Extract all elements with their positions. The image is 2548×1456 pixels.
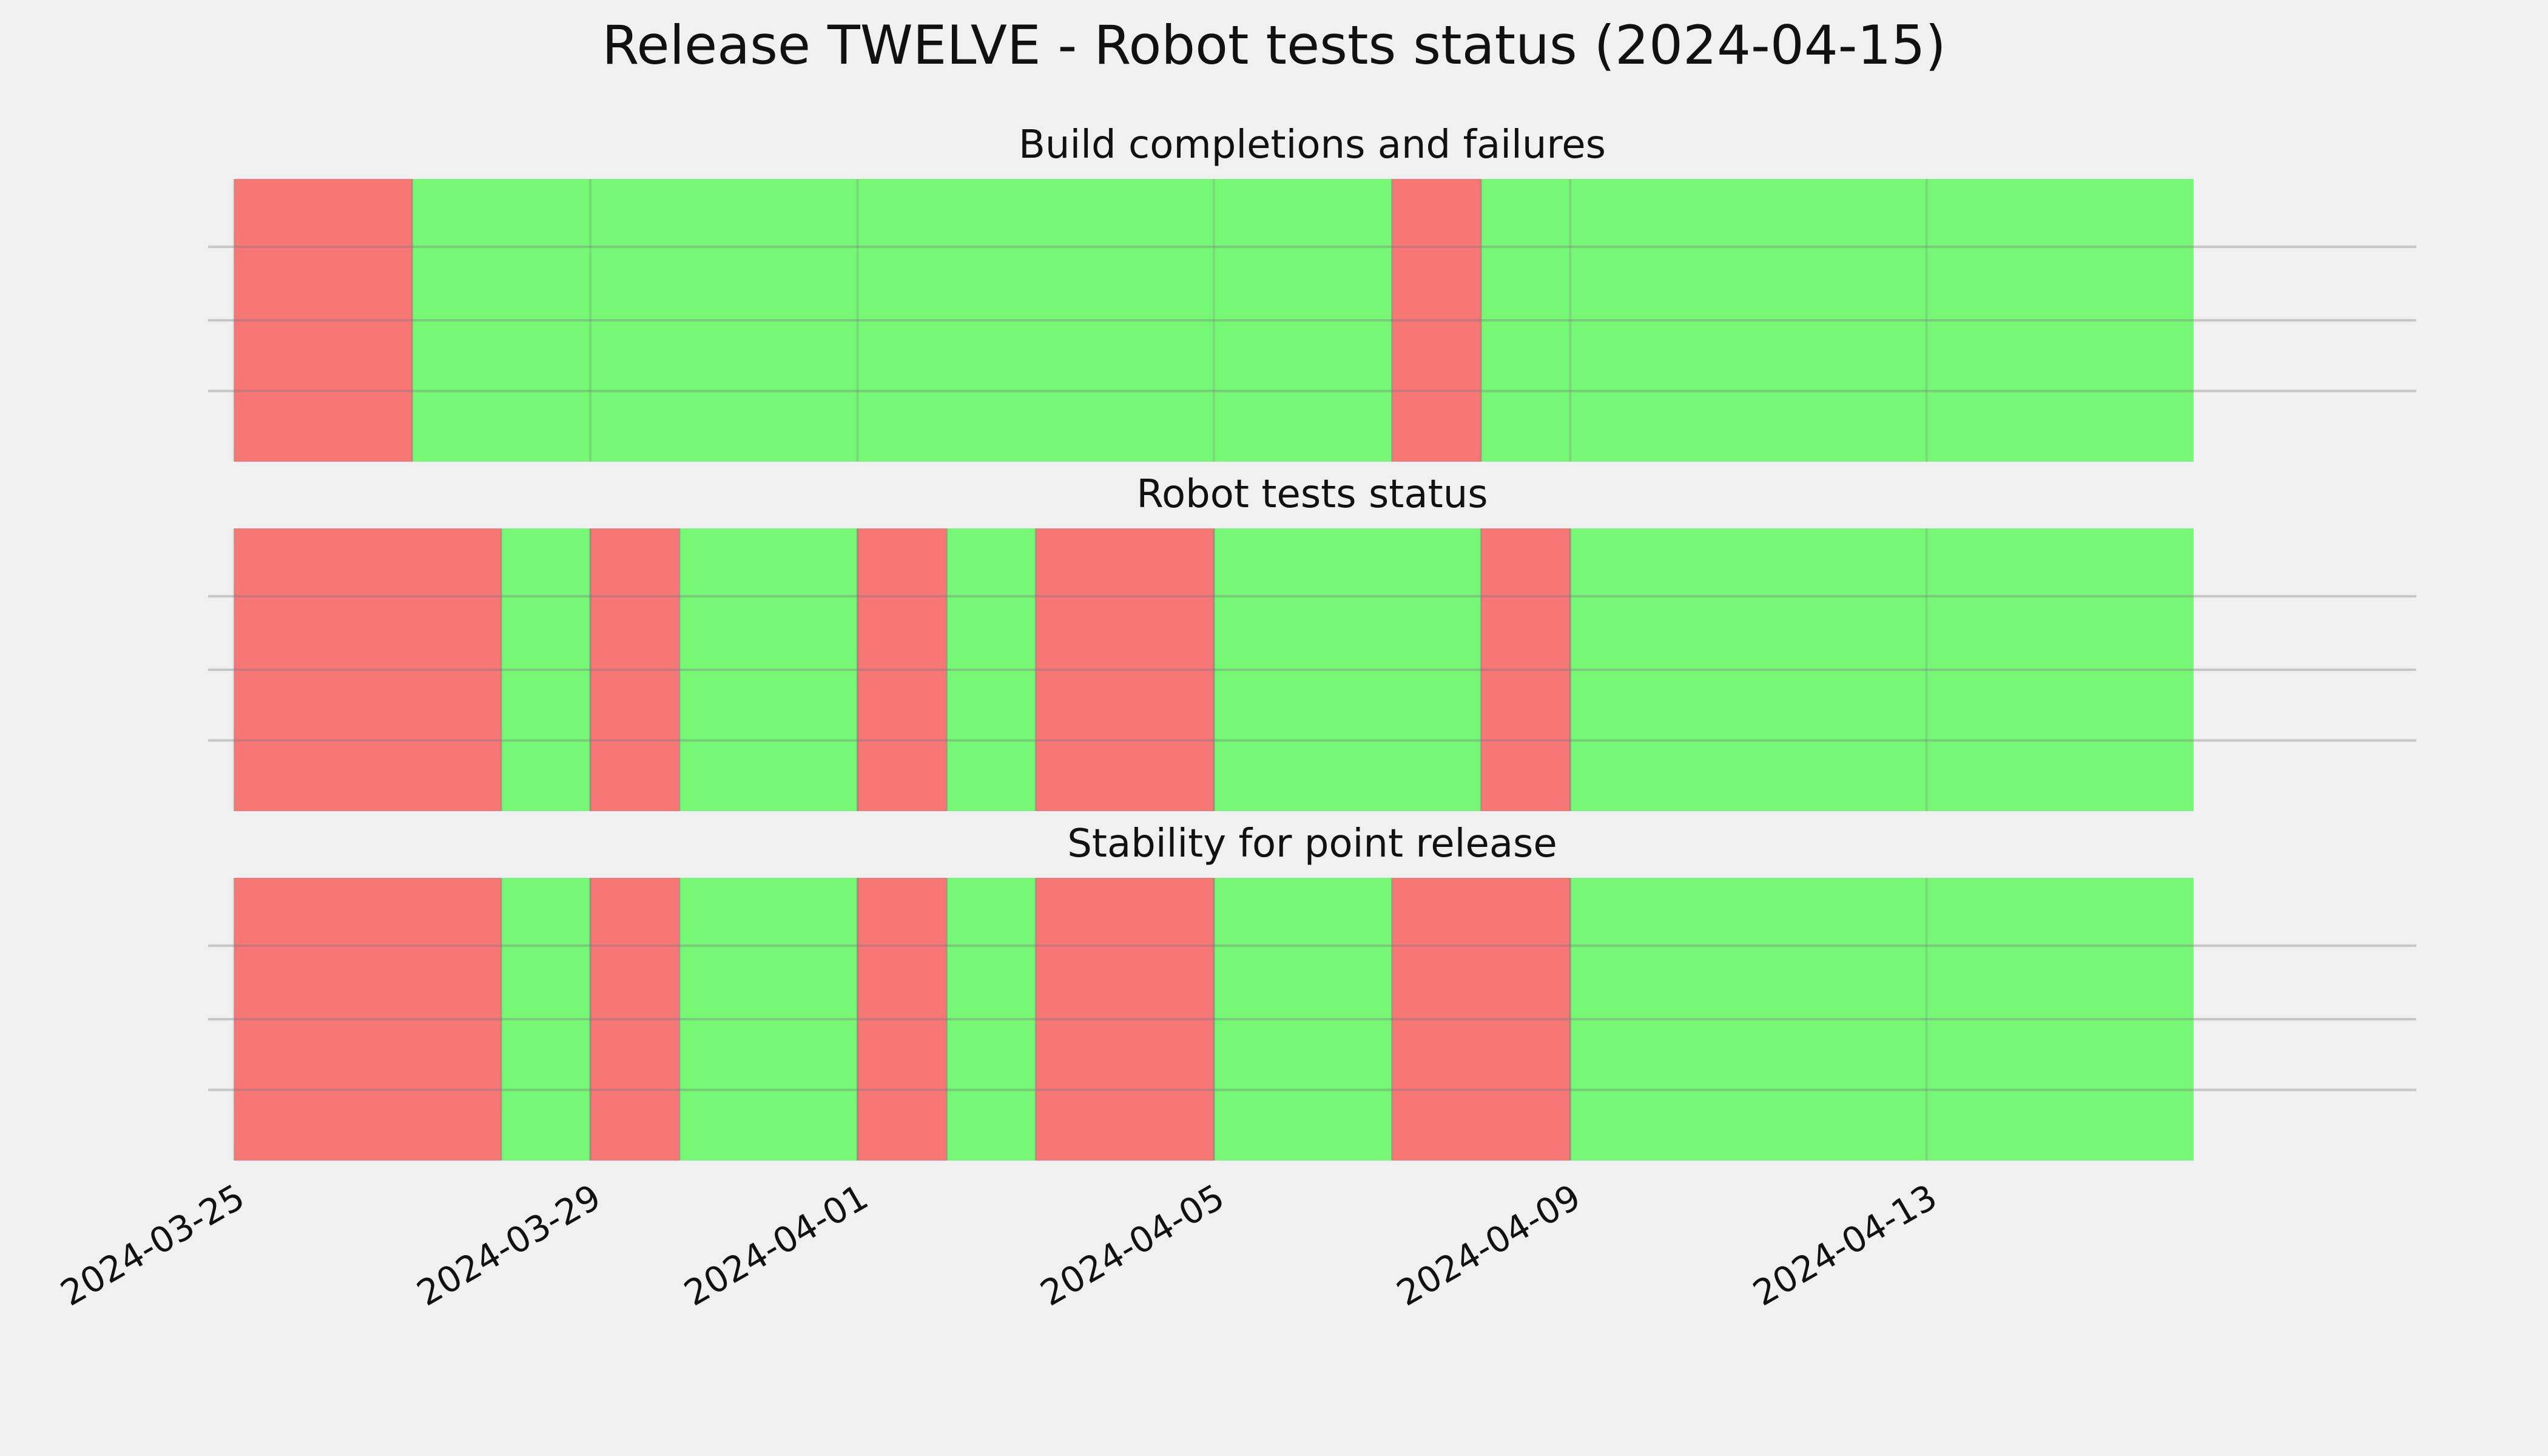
status-segment-fail bbox=[234, 179, 413, 462]
status-segment-pass bbox=[679, 528, 858, 811]
status-segment-fail bbox=[234, 528, 502, 811]
status-segment-pass bbox=[412, 179, 1392, 462]
status-segment-pass bbox=[679, 878, 858, 1161]
panel-title: Stability for point release bbox=[1067, 821, 1557, 866]
chart-title: Release TWELVE - Robot tests status (202… bbox=[602, 14, 1946, 76]
status-segment-pass bbox=[1570, 878, 2194, 1161]
status-segment-pass bbox=[1213, 878, 1392, 1161]
status-segment-fail bbox=[1392, 878, 1571, 1161]
panel-2: Robot tests status bbox=[208, 472, 2416, 811]
panels-group: Build completions and failures Robot test… bbox=[208, 123, 2416, 1161]
status-segment-fail bbox=[1036, 528, 1214, 811]
status-segment-fail bbox=[234, 878, 502, 1161]
status-segment-fail bbox=[1036, 878, 1214, 1161]
status-segment-pass bbox=[1481, 179, 2194, 462]
status-segment-fail bbox=[1392, 179, 1481, 462]
status-segment-pass bbox=[946, 528, 1036, 811]
status-segment-pass bbox=[501, 528, 591, 811]
status-segment-fail bbox=[1481, 528, 1571, 811]
panel-title: Robot tests status bbox=[1136, 472, 1488, 517]
status-segment-fail bbox=[590, 528, 679, 811]
panel-1: Build completions and failures bbox=[208, 123, 2416, 462]
panel-title: Build completions and failures bbox=[1019, 123, 1606, 167]
status-segment-pass bbox=[1213, 528, 1481, 811]
status-segment-pass bbox=[501, 878, 591, 1161]
status-segment-pass bbox=[946, 878, 1036, 1161]
status-segment-pass bbox=[1570, 528, 2194, 811]
status-segment-fail bbox=[857, 528, 947, 811]
status-segment-fail bbox=[857, 878, 947, 1161]
panel-3: Stability for point release bbox=[208, 821, 2416, 1161]
status-segment-fail bbox=[590, 878, 679, 1161]
